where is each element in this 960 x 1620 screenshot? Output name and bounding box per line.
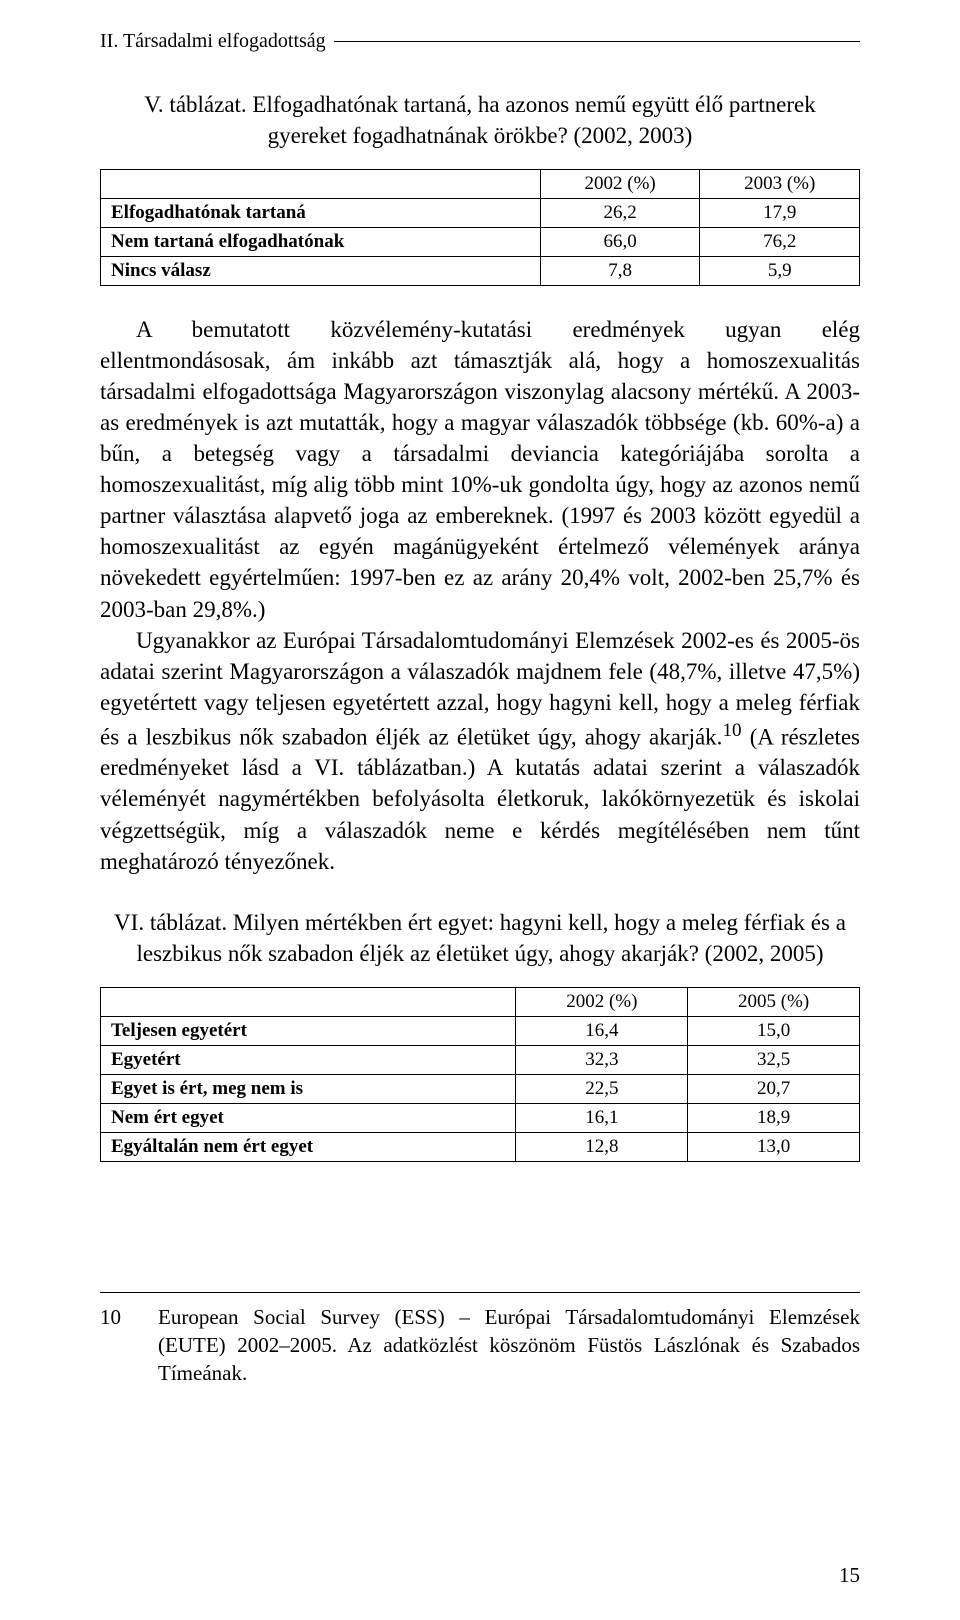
table-6: 2002 (%) 2005 (%) Teljesen egyetért 16,4…: [100, 987, 860, 1162]
table-row: Nincs válasz 7,8 5,9: [101, 257, 860, 286]
table-6-caption: VI. táblázat. Milyen mértékben ért egyet…: [100, 907, 860, 969]
table-header-2002: 2002 (%): [540, 170, 700, 199]
table-cell: 16,1: [516, 1103, 688, 1132]
table-header-2002: 2002 (%): [516, 987, 688, 1016]
table-cell: 66,0: [540, 228, 700, 257]
table-cell: Elfogadhatónak tartaná: [101, 199, 541, 228]
table-cell: 26,2: [540, 199, 700, 228]
table-cell: 16,4: [516, 1016, 688, 1045]
table-cell: 5,9: [700, 257, 860, 286]
table-cell: 32,5: [688, 1045, 860, 1074]
table-row: Nem ért egyet 16,1 18,9: [101, 1103, 860, 1132]
table-row: Egyáltalán nem ért egyet 12,8 13,0: [101, 1132, 860, 1161]
header-rule: [334, 41, 860, 42]
body-text: A bemutatott közvélemény-kutatási eredmé…: [100, 314, 860, 877]
paragraph-2: Ugyanakkor az Európai Társadalomtudomány…: [100, 625, 860, 877]
table-cell: 15,0: [688, 1016, 860, 1045]
paragraph-1: A bemutatott közvélemény-kutatási eredmé…: [100, 314, 860, 624]
table-header-2003: 2003 (%): [700, 170, 860, 199]
footnote-number: 10: [100, 1303, 158, 1388]
table-5: 2002 (%) 2003 (%) Elfogadhatónak tartaná…: [100, 169, 860, 286]
table-row: 2002 (%) 2003 (%): [101, 170, 860, 199]
table-row: Egyetért 32,3 32,5: [101, 1045, 860, 1074]
table-row: 2002 (%) 2005 (%): [101, 987, 860, 1016]
table-row: Teljesen egyetért 16,4 15,0: [101, 1016, 860, 1045]
table-cell: 13,0: [688, 1132, 860, 1161]
footnote-text: European Social Survey (ESS) – Európai T…: [158, 1303, 860, 1388]
table-cell: 76,2: [700, 228, 860, 257]
table-cell: Nincs válasz: [101, 257, 541, 286]
table-cell: Egyáltalán nem ért egyet: [101, 1132, 516, 1161]
table-cell: Teljesen egyetért: [101, 1016, 516, 1045]
footnote-ref: 10: [722, 720, 741, 741]
table-header-2005: 2005 (%): [688, 987, 860, 1016]
page: II. Társadalmi elfogadottság V. táblázat…: [0, 0, 960, 1620]
table-cell: Nem tartaná elfogadhatónak: [101, 228, 541, 257]
table-cell: 12,8: [516, 1132, 688, 1161]
table-row: Elfogadhatónak tartaná 26,2 17,9: [101, 199, 860, 228]
table-cell: Egyet is ért, meg nem is: [101, 1074, 516, 1103]
table-cell: 22,5: [516, 1074, 688, 1103]
table-cell: 17,9: [700, 199, 860, 228]
footnote: 10 European Social Survey (ESS) – Európa…: [100, 1303, 860, 1388]
table-row: Nem tartaná elfogadhatónak 66,0 76,2: [101, 228, 860, 257]
footnote-rule: [100, 1292, 860, 1293]
running-header: II. Társadalmi elfogadottság: [100, 30, 860, 53]
table-cell: 32,3: [516, 1045, 688, 1074]
table-cell: Nem ért egyet: [101, 1103, 516, 1132]
table-cell: 18,9: [688, 1103, 860, 1132]
table-cell: 20,7: [688, 1074, 860, 1103]
table-5-caption: V. táblázat. Elfogadhatónak tartaná, ha …: [140, 89, 820, 151]
table-cell: Egyetért: [101, 1045, 516, 1074]
page-number: 15: [839, 1563, 860, 1588]
table-row: Egyet is ért, meg nem is 22,5 20,7: [101, 1074, 860, 1103]
table-cell: 7,8: [540, 257, 700, 286]
header-label: II. Társadalmi elfogadottság: [100, 30, 334, 53]
table-header-blank: [101, 170, 541, 199]
table-header-blank: [101, 987, 516, 1016]
